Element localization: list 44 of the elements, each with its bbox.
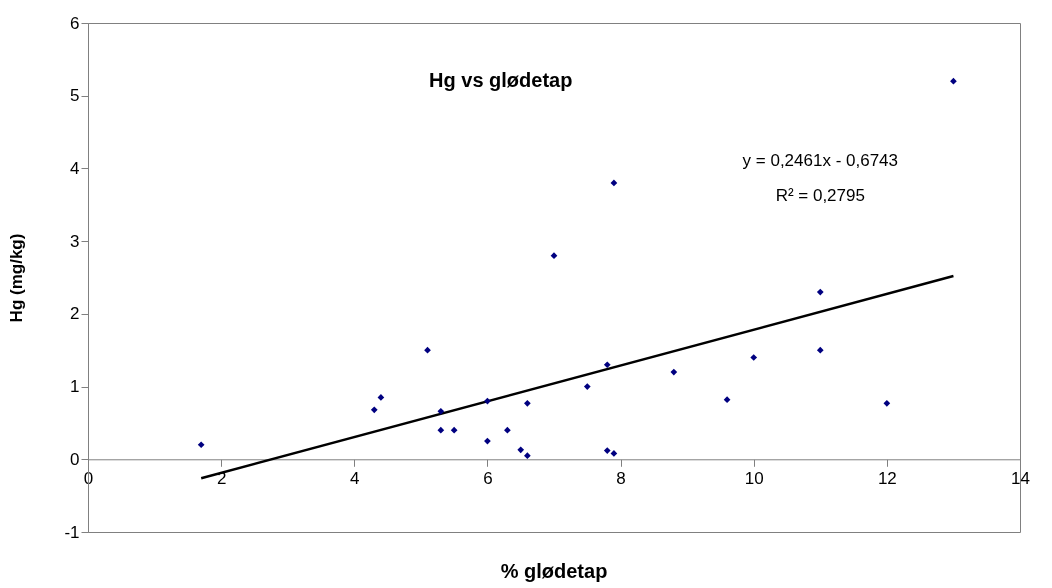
y-tick-label: -1 [64,522,80,542]
y-tick-label: 1 [70,377,80,397]
point [883,399,891,407]
point [450,426,458,434]
point [484,437,491,445]
y-tick-label: 0 [70,449,80,469]
point [816,288,824,296]
point [950,77,957,85]
point [197,441,205,449]
point [670,368,678,376]
point [517,446,525,454]
point [484,397,491,405]
y-tick-label: 4 [70,158,80,178]
point [524,399,531,407]
point [816,346,824,354]
x-tick-label: 14 [1011,468,1030,488]
point [603,361,611,369]
y-tick-label: 3 [70,231,80,251]
point [524,452,531,459]
point [583,383,591,390]
y-tick-label: 2 [70,304,80,324]
y-tick-label: 6 [70,13,80,33]
point [437,407,445,415]
point [610,450,618,457]
x-tick-label: 6 [483,468,493,488]
annotation: Hg vs glødetap [429,69,573,92]
x-tick-label: 4 [350,468,360,488]
point [750,354,758,361]
point [437,426,445,434]
x-tick-label: 12 [877,468,897,488]
point [550,252,558,260]
point [504,426,511,434]
point [610,179,618,187]
x-tick-label: 8 [616,468,626,488]
y-axis-title: Hg (mg/kg) [7,233,27,323]
x-axis-title: % glødetap [500,560,608,582]
annotation: R² = 0,2795 [775,186,865,206]
x-tick-label: 10 [744,468,764,488]
point [424,346,431,354]
y-tick-label: 5 [70,86,80,106]
annotation: y = 0,2461x - 0,6743 [742,151,899,171]
point [370,406,378,414]
point [723,396,731,404]
point [603,447,611,454]
